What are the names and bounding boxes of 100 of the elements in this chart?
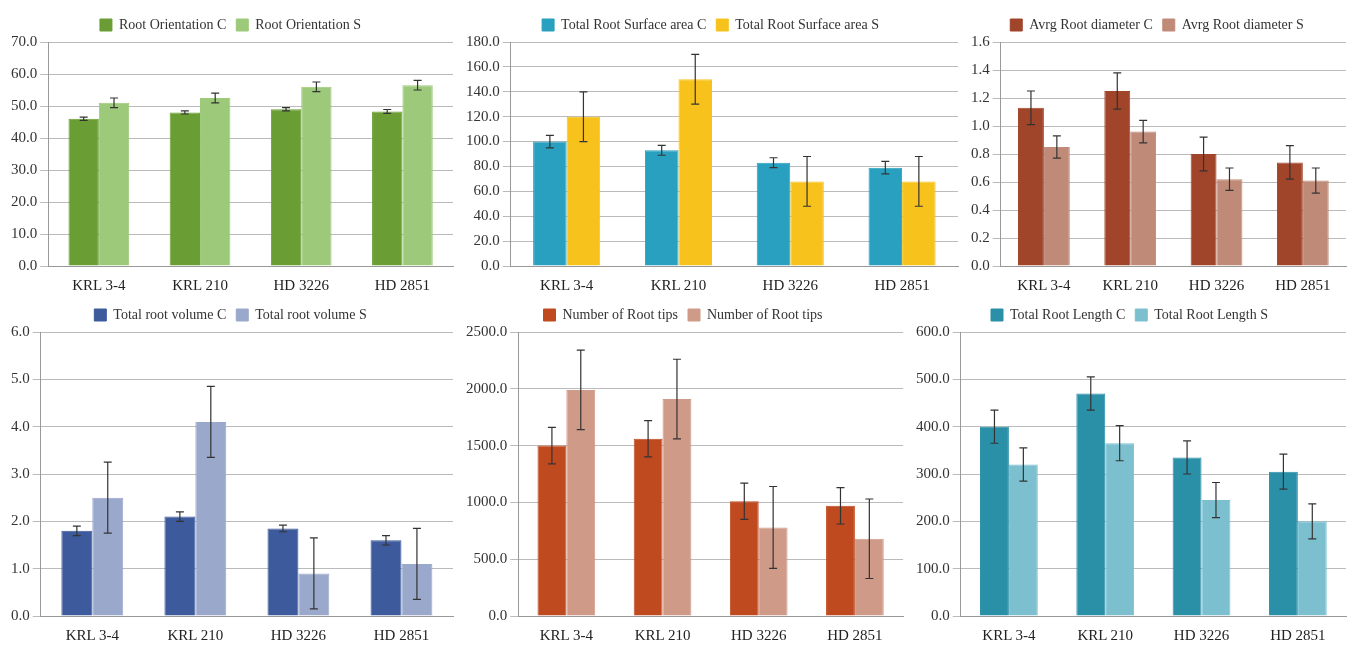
y-tick-label: 1.2 [971,88,990,105]
y-tick-label: 300.0 [916,464,950,481]
bar [1008,464,1038,616]
bar [537,445,567,616]
y-tick-label: 1.4 [971,60,991,77]
bar [92,497,124,616]
y-tick-label: 1.6 [971,32,991,49]
y-tick-label: 500.0 [473,550,508,567]
bar [790,181,824,266]
x-tick-label: HD 2851 [1270,626,1326,643]
bar [1104,91,1131,266]
bar [1201,500,1231,616]
x-tick-label: KRL 3-4 [72,276,126,293]
x-tick-label: HD 2851 [374,276,431,293]
y-tick-label: 0.6 [971,172,991,189]
bar [533,141,567,266]
bar [1302,180,1329,266]
y-tick-label: 2500.0 [466,322,508,339]
legend-label: Avrg Root diameter S [1181,16,1304,32]
x-tick-label: KRL 210 [650,276,707,293]
x-tick-label: KRL 210 [1077,626,1134,643]
x-tick-label: KRL 210 [167,626,224,643]
y-tick-label: 5.0 [11,370,30,387]
y-tick-label: 40.0 [11,128,38,145]
bar [756,162,791,266]
legend-label: Total Root Length C [1009,306,1126,322]
x-tick-label: KRL 3-4 [1017,276,1071,293]
bar [401,563,433,616]
y-tick-label: 0.0 [488,606,508,623]
bar [980,426,1009,616]
bar [758,527,788,616]
x-tick-label: HD 2851 [874,276,930,293]
y-tick-label: 0.2 [971,228,990,245]
bar [1268,471,1298,616]
x-tick-label: HD 3226 [731,626,787,643]
y-tick-label: 20.0 [11,192,38,209]
bar [1105,443,1135,616]
x-tick-label: HD 2851 [1275,276,1331,293]
bar [270,109,302,266]
y-tick-label: 160.0 [466,57,500,74]
y-tick-label: 1500.0 [466,436,508,453]
x-tick-label: KRL 3-4 [982,626,1036,643]
bar [1076,393,1106,616]
bar [868,167,903,266]
bar [1276,162,1303,266]
bar [195,421,227,616]
bar [1018,107,1044,266]
y-tick-label: 180.0 [466,32,500,49]
x-tick-label: KRL 3-4 [540,276,594,293]
y-tick-label: 20.0 [473,232,500,249]
y-tick-label: 10.0 [11,224,38,241]
bar [1297,521,1327,616]
legend-label: Number of Root tips [707,306,823,322]
y-tick-label: 80.0 [473,157,500,174]
y-tick-label: 4.0 [11,417,30,434]
legend-label: Root Orientation S [255,16,362,32]
y-tick-label: 60.0 [473,182,500,199]
y-tick-label: 200.0 [916,512,950,529]
y-tick-label: 100.0 [466,132,500,149]
x-tick-label: HD 3226 [1188,276,1245,293]
y-tick-label: 600.0 [916,322,950,339]
y-tick-label: 120.0 [466,107,500,124]
bar [1172,457,1202,616]
bar [372,111,403,266]
y-tick-label: 40.0 [473,207,500,224]
legend-label: Total Root Length S [1154,306,1269,322]
bar [298,573,330,616]
bar [662,399,692,616]
x-tick-label: KRL 210 [1102,276,1159,293]
x-tick-label: HD 2851 [373,626,430,643]
bar [1130,131,1157,266]
bar [633,438,663,616]
y-tick-label: 0.0 [11,606,30,623]
y-tick-label: 1.0 [971,116,990,133]
y-tick-label: 6.0 [11,322,30,339]
y-tick-label: 1.0 [11,559,30,576]
bar [61,530,93,616]
bar [200,98,231,266]
y-tick-label: 30.0 [11,160,38,177]
y-tick-label: 2000.0 [466,379,508,396]
legend-label: Total root volume S [255,306,367,322]
bar [678,79,713,266]
y-tick-label: 140.0 [466,82,500,99]
legend-label: Total Root Surface area C [561,16,707,32]
y-tick-label: 0.8 [971,144,990,161]
x-tick-label: KRL 3-4 [65,626,120,643]
y-tick-label: 0.0 [481,256,500,273]
x-tick-label: HD 3226 [762,276,819,293]
bar [267,528,299,616]
bar [902,181,936,266]
bar [164,516,196,616]
bar [854,538,884,616]
legend-label: Avrg Root diameter C [1029,16,1153,32]
y-tick-label: 0.0 [18,256,38,273]
bar [68,118,99,266]
legend-label: Total Root Surface area S [735,16,879,32]
x-tick-label: HD 3226 [1173,626,1230,643]
bar [566,389,596,616]
bar [566,116,601,266]
bar [370,540,402,616]
